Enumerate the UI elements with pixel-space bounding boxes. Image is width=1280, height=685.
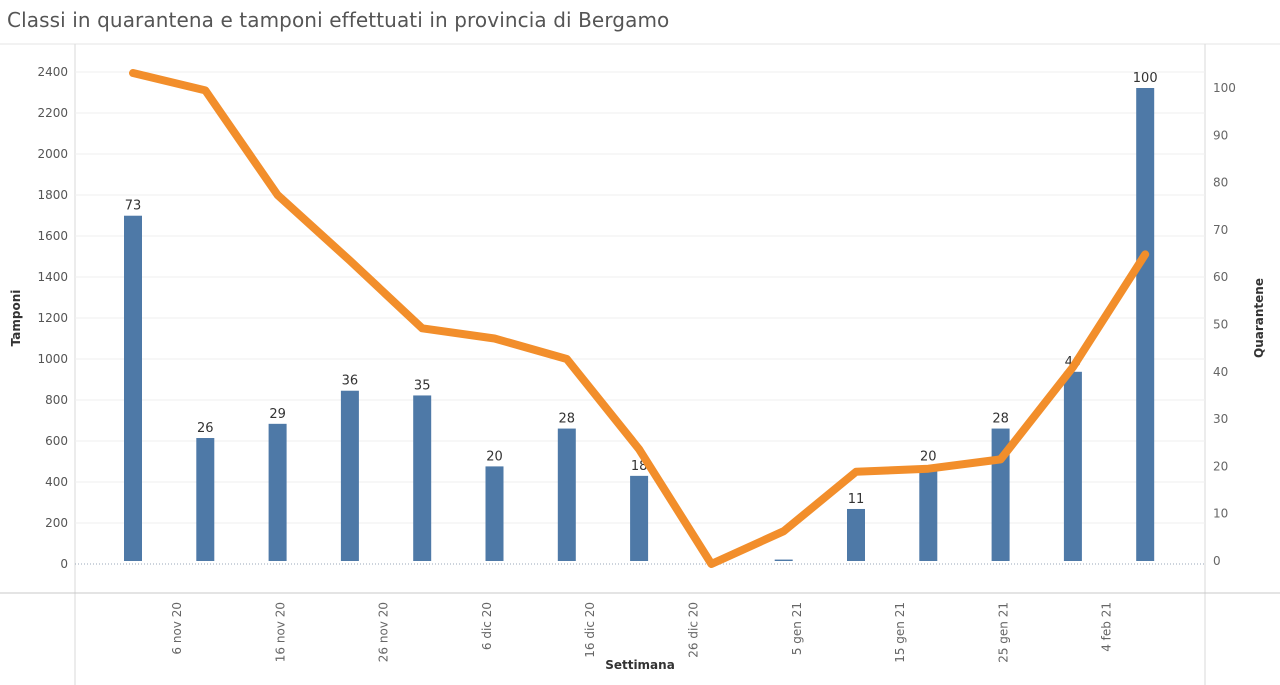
bar-value-label: 20 <box>920 449 937 464</box>
x-tick-label: 25 gen 21 <box>996 602 1010 663</box>
bar-value-label: 26 <box>197 421 214 436</box>
left-tick-label: 2200 <box>37 106 68 120</box>
left-tick-label: 800 <box>45 393 68 407</box>
line-series <box>129 69 1150 568</box>
right-tick-label: 100 <box>1213 81 1236 95</box>
right-tick-label: 60 <box>1213 270 1228 284</box>
x-tick-label: 6 dic 20 <box>480 602 494 650</box>
bar <box>557 428 576 561</box>
bar <box>847 508 865 561</box>
bar-value-label: 73 <box>125 199 142 214</box>
right-tick-label: 20 <box>1213 459 1228 473</box>
right-tick-label: 10 <box>1213 507 1228 521</box>
right-tick-label: 0 <box>1213 554 1221 568</box>
right-tick-label: 40 <box>1213 365 1228 379</box>
left-tick-label: 1800 <box>37 188 68 202</box>
bar <box>268 423 287 561</box>
bar <box>919 466 938 561</box>
left-tick-label: 1600 <box>37 229 68 243</box>
bar <box>1136 88 1155 561</box>
bar <box>630 475 649 561</box>
bar <box>485 466 504 561</box>
right-tick-label: 70 <box>1213 223 1228 237</box>
tamponi-line <box>129 69 1150 568</box>
bar-value-label: 28 <box>559 412 576 427</box>
left-tick-label: 600 <box>45 434 68 448</box>
left-tick-label: 2400 <box>37 65 68 79</box>
bar <box>196 438 215 561</box>
y-axis-label-left: Tamponi <box>9 290 23 347</box>
x-tick-label: 15 gen 21 <box>893 602 907 663</box>
chart-frame <box>0 43 1280 685</box>
left-axis-ticks: 0 200 400 600 800 1000 1200 1400 1600 1800 2000 220… <box>37 65 68 571</box>
bar-value-label: 28 <box>992 412 1009 427</box>
left-tick-label: 400 <box>45 475 68 489</box>
right-tick-label: 30 <box>1213 412 1228 426</box>
bar-value-label: 35 <box>414 378 431 393</box>
bar-value-label: 36 <box>342 374 359 389</box>
x-tick-label: 4 feb 21 <box>1100 602 1114 652</box>
bar-value-label: 29 <box>269 407 286 422</box>
bar <box>340 390 359 561</box>
right-tick-label: 90 <box>1213 128 1228 142</box>
x-tick-label: 6 nov 20 <box>170 602 184 655</box>
x-tick-label: 26 dic 20 <box>687 602 701 658</box>
x-tick-label: 16 dic 20 <box>583 602 597 658</box>
bar <box>1063 371 1082 561</box>
bar-value-label: 11 <box>848 492 865 507</box>
left-tick-label: 0 <box>60 557 68 571</box>
x-tick-label: 26 nov 20 <box>377 602 391 662</box>
right-tick-label: 50 <box>1213 318 1228 332</box>
x-tick-label: 5 gen 21 <box>790 602 804 655</box>
right-tick-label: 80 <box>1213 176 1228 190</box>
bar-value-label: 100 <box>1133 71 1158 86</box>
bar-series <box>124 88 1155 561</box>
left-tick-label: 1000 <box>37 352 68 366</box>
x-axis-ticks: 6 nov 20 16 nov 20 26 nov 20 6 dic 20 16 dic… <box>170 602 1114 663</box>
right-axis-ticks: 0 10 20 30 40 50 60 70 80 90 100 <box>1213 81 1236 568</box>
y-axis-label-right: Quarantene <box>1252 278 1266 358</box>
left-tick-label: 2000 <box>37 147 68 161</box>
bar <box>413 395 432 561</box>
bar <box>124 215 142 561</box>
bar <box>774 559 793 561</box>
left-tick-label: 1200 <box>37 311 68 325</box>
bar-value-label: 20 <box>486 449 503 464</box>
x-axis-label: Settimana <box>605 658 675 672</box>
chart-title: Classi in quarantena e tamponi effettuat… <box>7 8 670 32</box>
x-tick-label: 16 nov 20 <box>273 602 287 662</box>
left-tick-label: 1400 <box>37 270 68 284</box>
left-tick-label: 200 <box>45 516 68 530</box>
